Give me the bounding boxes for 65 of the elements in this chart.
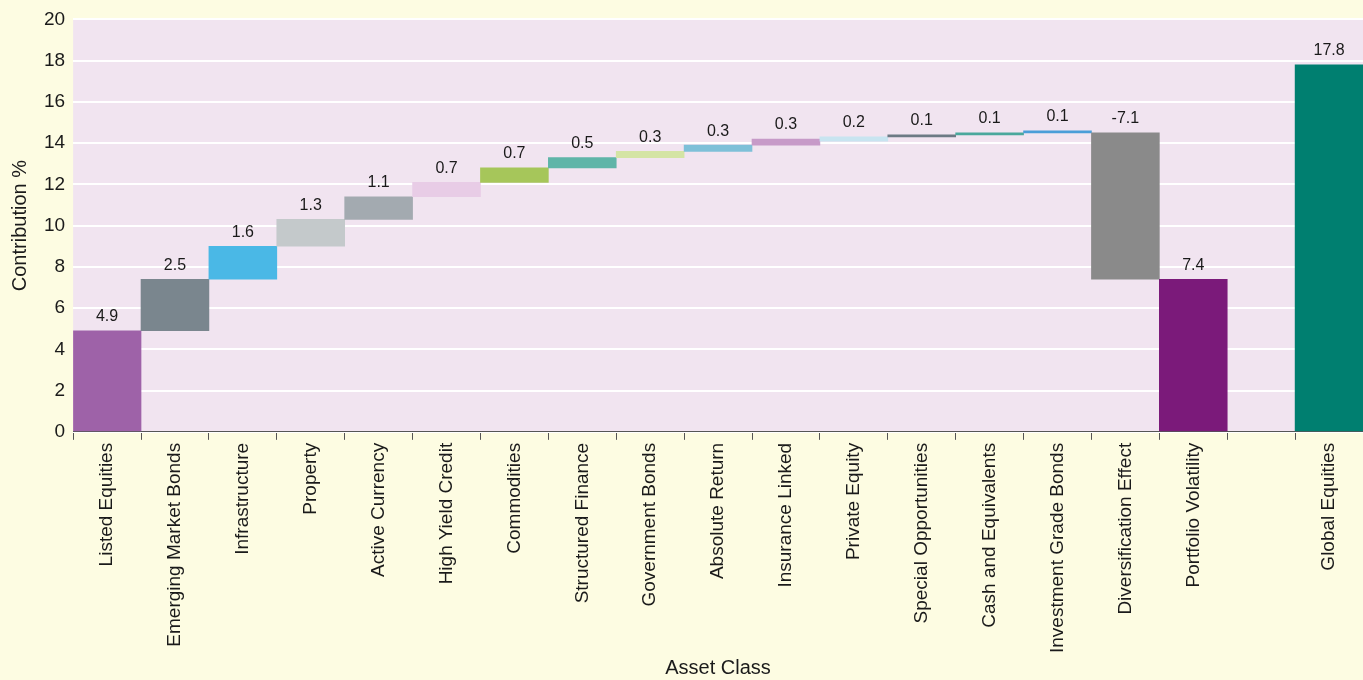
- data-label: 0.7: [435, 158, 458, 176]
- x-tick-label: Insurance Linked: [774, 442, 796, 588]
- y-axis-title: Contribution %: [7, 159, 30, 292]
- x-axis-title: Asset Class: [665, 655, 771, 678]
- x-tick-label: Listed Equities: [95, 442, 117, 567]
- data-label: 1.6: [231, 222, 255, 240]
- x-tick-label: Global Equities: [1317, 442, 1339, 571]
- x-tick-label: Special Opportunities: [909, 442, 931, 624]
- bar: [615, 151, 685, 158]
- data-label: 0.5: [571, 133, 594, 151]
- bar: [751, 138, 821, 146]
- data-label: 0.1: [1046, 107, 1069, 125]
- y-tick-label: 0: [54, 420, 66, 442]
- bar: [276, 219, 346, 247]
- data-label: 1.3: [299, 195, 322, 213]
- bar: [412, 181, 481, 198]
- x-tick-label: Structured Finance: [570, 442, 592, 604]
- x-tick-label: Government Bonds: [638, 442, 660, 607]
- y-tick-label: 16: [43, 90, 66, 112]
- data-label: 0.3: [639, 127, 662, 145]
- data-label: 17.8: [1313, 41, 1345, 59]
- x-tick-label: Portfolio Volatility: [1181, 442, 1203, 588]
- x-tick-label: Cash and Equivalents: [977, 442, 999, 628]
- y-tick-label: 8: [54, 255, 66, 277]
- x-tick-label: Active Currency: [366, 442, 388, 577]
- data-label: 0.1: [910, 111, 933, 129]
- x-tick-label: Private Equity: [842, 442, 864, 561]
- data-label: 0.2: [842, 113, 866, 131]
- x-tick-label: Property: [298, 442, 320, 515]
- data-label: 0.3: [774, 115, 798, 133]
- data-label: 2.5: [163, 255, 187, 273]
- x-tick-label: High Yield Credit: [434, 442, 456, 585]
- x-tick-label: Emerging Market Bonds: [163, 442, 185, 647]
- x-tick-label: Diversification Effect: [1113, 442, 1135, 615]
- data-label: 0.3: [706, 121, 730, 139]
- y-tick-label: 12: [43, 172, 66, 194]
- y-tick-label: 14: [43, 131, 66, 153]
- y-tick-label: 2: [54, 378, 66, 400]
- y-tick-label: 4: [54, 337, 66, 359]
- bar: [1091, 132, 1160, 280]
- x-tick-label: Infrastructure: [231, 442, 253, 555]
- bar: [208, 245, 278, 280]
- y-tick-label: 6: [54, 296, 66, 318]
- bar: [683, 144, 753, 152]
- bar: [73, 330, 142, 432]
- data-label: 4.9: [95, 307, 119, 325]
- bar: [1159, 278, 1228, 432]
- bar: [480, 167, 549, 183]
- bar: [140, 278, 210, 332]
- bar: [344, 196, 413, 220]
- data-label: 0.1: [978, 109, 1001, 127]
- data-label: 1.1: [367, 173, 390, 191]
- bar: [955, 132, 1024, 136]
- x-tick-label: Investment Grade Bonds: [1045, 442, 1067, 653]
- data-label: 0.7: [503, 144, 526, 162]
- x-tick-label: Commodities: [502, 442, 524, 554]
- x-tick-label: Absolute Return: [706, 442, 728, 580]
- y-tick-label: 18: [43, 48, 66, 70]
- bar: [548, 157, 617, 169]
- data-label: -7.1: [1111, 109, 1140, 127]
- data-label: 7.4: [1182, 255, 1205, 273]
- y-tick-label: 10: [43, 213, 66, 235]
- bar: [1023, 130, 1092, 134]
- bar: [1294, 64, 1363, 432]
- y-tick-label: 20: [43, 7, 66, 29]
